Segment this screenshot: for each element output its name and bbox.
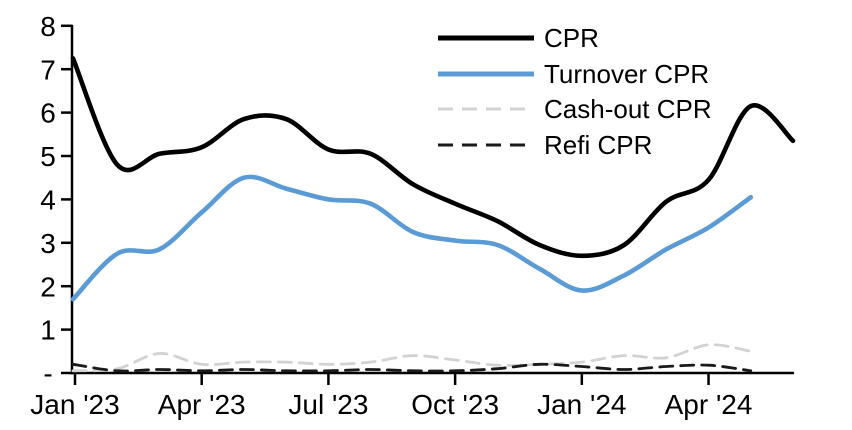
x-tick-label: Oct '23 bbox=[411, 389, 499, 420]
cashout-cpr-line-swatch bbox=[438, 107, 534, 111]
x-tick-label: Jan '23 bbox=[30, 389, 119, 420]
series-line-turnover-cpr bbox=[70, 174, 754, 302]
y-tick-label: - bbox=[43, 358, 52, 389]
y-tick-label: 5 bbox=[40, 141, 56, 172]
axis-labels: - 1 2 3 4 5 6 7 8 Jan '23 Apr '23 Jul '23 Oct '23 Jan… bbox=[30, 11, 752, 420]
series-line-cpr bbox=[70, 56, 796, 259]
series-line-refi-cpr bbox=[71, 362, 753, 373]
legend-item-cashout-cpr: Cash-out CPR bbox=[438, 91, 712, 127]
y-tick-label: 2 bbox=[40, 271, 56, 302]
legend-item-cpr: CPR bbox=[438, 20, 712, 56]
y-tick-label: 6 bbox=[40, 98, 56, 129]
y-tick-label: 8 bbox=[40, 11, 56, 42]
legend-label-cpr: CPR bbox=[544, 22, 599, 53]
y-tick-label: 4 bbox=[40, 184, 56, 215]
legend-item-refi-cpr: Refi CPR bbox=[438, 127, 712, 163]
legend-item-turnover-cpr: Turnover CPR bbox=[438, 56, 712, 92]
x-tick-label: Apr '24 bbox=[665, 389, 753, 420]
legend-label-cashout-cpr: Cash-out CPR bbox=[544, 94, 712, 125]
y-tick-label: 3 bbox=[40, 228, 56, 259]
turnover-cpr-line-swatch bbox=[438, 71, 534, 77]
refi-cpr-line-swatch bbox=[438, 143, 534, 147]
x-tick-label: Jan '24 bbox=[537, 389, 626, 420]
axes bbox=[61, 24, 794, 385]
legend-label-turnover-cpr: Turnover CPR bbox=[544, 58, 710, 89]
x-tick-label: Apr '23 bbox=[158, 389, 246, 420]
chart-legend: CPR Turnover CPR Cash-out CPR Refi CPR bbox=[438, 20, 712, 163]
cpr-line-swatch bbox=[438, 35, 534, 41]
y-tick-label: 7 bbox=[40, 54, 56, 85]
legend-label-refi-cpr: Refi CPR bbox=[544, 129, 653, 160]
series-line-cash-out-cpr bbox=[71, 343, 753, 373]
x-tick-label: Jul '23 bbox=[288, 389, 368, 420]
y-tick-label: 1 bbox=[40, 315, 56, 346]
